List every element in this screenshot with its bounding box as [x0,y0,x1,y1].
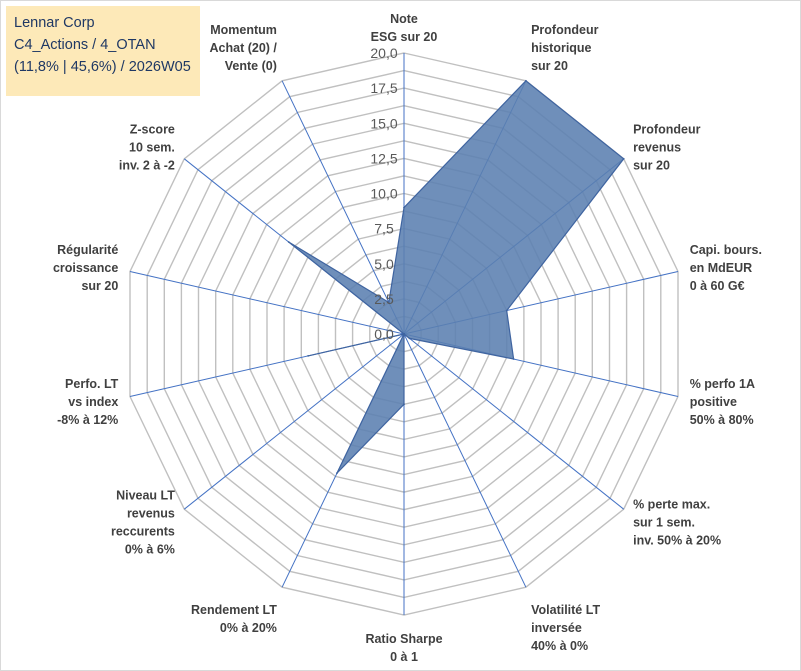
series-point [512,358,515,360]
axis-label-line: historique [531,41,591,55]
axis-label: Note ESG sur 20 [371,12,438,44]
tick-label: 20,0 [370,45,397,61]
tick-label: 17,5 [370,80,397,96]
axis-label-line: Profondeur [531,23,598,37]
axis-label-line: Volatilité LT [531,603,600,617]
series-point [403,206,405,209]
axis-label-line: 0 à 1 [390,650,418,664]
radar-axis-labels: Note ESG sur 20 Profondeur historique sur 20… [53,12,762,664]
score-and-week: (11,8% | 45,6%) / 2026W05 [14,59,191,75]
tick-label: 0,0 [374,326,394,342]
series-point [387,301,390,304]
radar-series [287,79,625,475]
axis-label-line: revenus [633,140,681,154]
axis-label-line: sur 20 [531,59,568,73]
axis-label: Momentum Achat (20) / Vente (0) [210,23,278,73]
radar-spoke [403,333,527,588]
axis-label: Régularité croissance sur 20 [53,243,118,293]
axis-label-line: inversée [531,621,582,635]
axis-label-line: inv. 2 à -2 [119,158,175,172]
tick-label: 10,0 [370,186,397,202]
tick-label: 5,0 [374,256,394,272]
series-point [287,241,290,243]
axis-label-line: 10 sem. [129,140,175,154]
axis-label: % perfo 1A positive 50% à 80% [690,377,755,427]
series-point [403,403,405,406]
series-point [505,309,508,312]
axis-label-line: Régularité [57,243,118,257]
radar-spoke [281,80,405,335]
axis-label-line: 0% à 20% [220,621,277,635]
axis-label: Rendement LT 0% à 20% [191,603,277,635]
tick-label: 7,5 [374,221,394,237]
axis-label-line: Rendement LT [191,603,277,617]
axis-label-line: % perte max. [633,498,710,512]
axis-label-line: Z-score [130,122,175,136]
axis-label-line: Niveau LT [116,489,175,503]
axis-label: Profondeur historique sur 20 [531,23,598,73]
chart-title-box: Lennar Corp C4_Actions / 4_OTAN (11,8% |… [6,6,200,96]
radar-spoke [403,333,625,510]
axis-label-line: reccurents [111,525,175,539]
axis-label-line: 0 à 60 G€ [690,279,745,293]
series-point [408,337,411,340]
axis-label: Volatilité LT inversée 40% à 0% [531,603,600,653]
axis-label: Z-score 10 sem. inv. 2 à -2 [119,122,175,172]
series-point [307,355,309,357]
axis-label-line: Perfo. LT [65,377,119,391]
axis-label: Perfo. LT vs index -8% à 12% [57,377,119,427]
tick-label: 15,0 [370,115,397,131]
axis-label-line: croissance [53,261,118,275]
axis-label-line: Ratio Sharpe [365,632,442,646]
axis-label-line: en MdEUR [690,261,753,275]
axis-label-line: positive [690,395,737,409]
axis-label-line: vs index [68,395,118,409]
axis-label-line: sur 20 [81,279,118,293]
axis-label-line: % perfo 1A [690,377,755,391]
tick-label: 2,5 [374,291,394,307]
axis-label-line: ESG sur 20 [371,30,438,44]
axis-label-line: inv. 50% à 20% [633,534,721,548]
axis-label: % perte max. sur 1 sem. inv. 50% à 20% [633,498,721,548]
tick-label: 12,5 [370,150,397,166]
radar-spoke [183,333,405,510]
radar-spoke [129,271,405,335]
axis-label-line: 0% à 6% [125,543,175,557]
axis-label: Capi. bours. en MdEUR 0 à 60 G€ [690,243,762,293]
series-point [622,157,625,160]
axis-label-line: Profondeur [633,122,700,136]
axis-label-line: sur 20 [633,158,670,172]
axis-label: Ratio Sharpe 0 à 1 [365,632,442,664]
series-point [403,333,405,335]
axis-label-line: Achat (20) / [210,41,278,55]
axis-label-line: Note [390,12,418,26]
series-point [525,79,527,82]
axis-label-line: 50% à 80% [690,413,754,427]
axis-label-line: Capi. bours. [690,243,762,257]
company-name: Lennar Corp [14,15,95,31]
axis-label-line: -8% à 12% [57,413,118,427]
axis-label: Niveau LT revenus reccurents 0% à 6% [111,489,175,557]
axis-label-line: revenus [127,507,175,521]
series-point [336,472,338,475]
axis-label-line: sur 1 sem. [633,516,695,530]
axis-label-line: Momentum [210,23,277,37]
axis-label: Profondeur revenus sur 20 [633,122,700,172]
portfolio-category: C4_Actions / 4_OTAN [14,37,156,53]
axis-label-line: 40% à 0% [531,639,588,653]
axis-label-line: Vente (0) [225,59,277,73]
radar-tick-labels: 0,0 2,5 5,0 7,5 10,0 12,5 15,0 17,5 20,0 [370,45,397,342]
